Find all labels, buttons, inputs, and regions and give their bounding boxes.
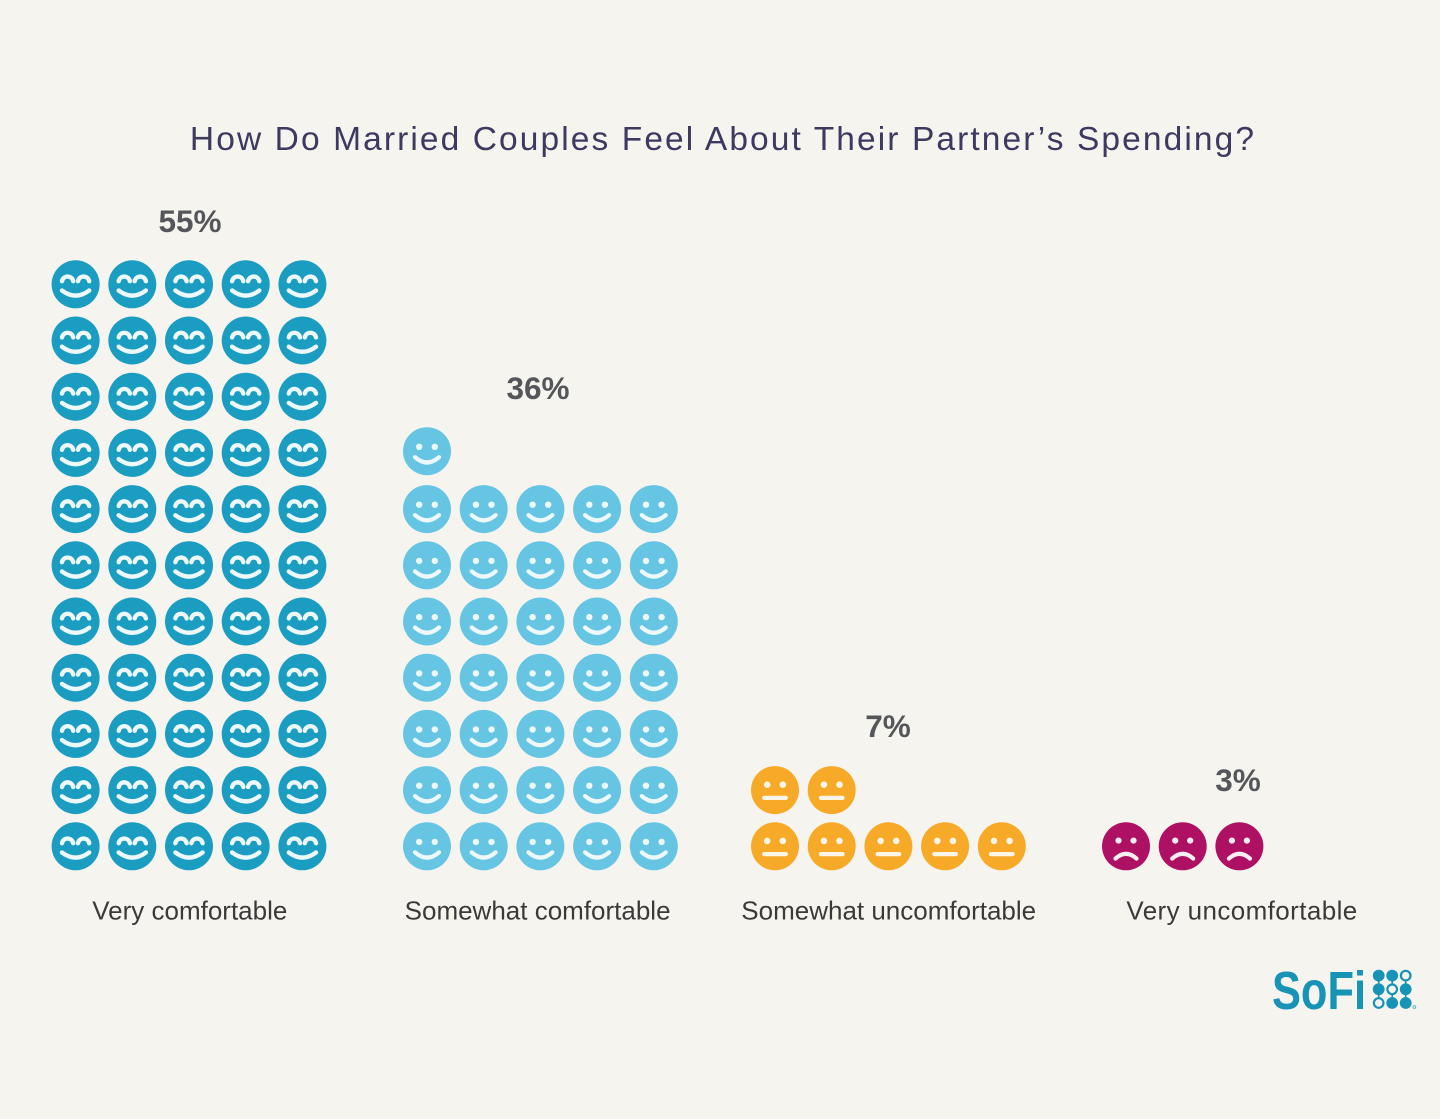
svg-text:How Do Married Couples Feel Ab: How Do Married Couples Feel About Their … bbox=[190, 121, 1256, 158]
svg-text:Very uncomfortable: Very uncomfortable bbox=[1126, 896, 1357, 926]
svg-text:Very comfortable: Very comfortable bbox=[92, 896, 287, 926]
svg-text:SoFi: SoFi bbox=[1272, 961, 1366, 1021]
svg-text:3%: 3% bbox=[1215, 762, 1261, 798]
svg-text:7%: 7% bbox=[865, 708, 911, 744]
svg-text:36%: 36% bbox=[506, 370, 569, 406]
svg-text:Somewhat comfortable: Somewhat comfortable bbox=[405, 896, 671, 926]
svg-text:55%: 55% bbox=[158, 203, 221, 239]
svg-text:Somewhat uncomfortable: Somewhat uncomfortable bbox=[741, 896, 1036, 926]
